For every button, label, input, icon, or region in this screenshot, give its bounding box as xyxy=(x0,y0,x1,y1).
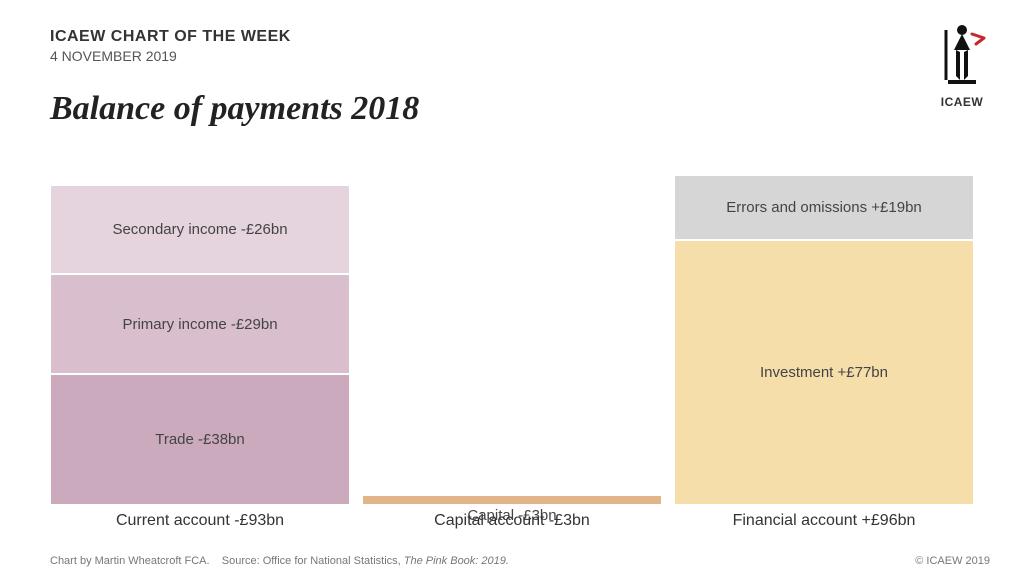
icaew-logo-icon xyxy=(934,22,990,88)
chart-segment: Primary income -£29bn xyxy=(50,274,350,374)
logo: ICAEW xyxy=(934,22,990,109)
column-label: Current account -£93bn xyxy=(50,512,350,530)
logo-label: ICAEW xyxy=(934,95,990,109)
column-label: Capital account -£3bn xyxy=(362,512,662,530)
footer: Chart by Martin Wheatcroft FCA. Source: … xyxy=(50,555,990,567)
kicker: ICAEW CHART OF THE WEEK xyxy=(50,28,291,46)
chart-segment xyxy=(362,495,662,505)
chart-segment: Secondary income -£26bn xyxy=(50,185,350,274)
chart-column: Secondary income -£26bnPrimary income -£… xyxy=(50,175,350,505)
chart-area: Secondary income -£26bnPrimary income -£… xyxy=(50,175,974,505)
footer-source: Chart by Martin Wheatcroft FCA. Source: … xyxy=(50,555,509,567)
page: ICAEW CHART OF THE WEEK 4 NOVEMBER 2019 … xyxy=(0,0,1024,585)
column-labels-row: Current account -£93bn Capital account -£… xyxy=(50,512,974,530)
page-title: Balance of payments 2018 xyxy=(50,90,419,128)
chart-column: Errors and omissions +£19bnInvestment +£… xyxy=(674,175,974,505)
chart-segment: Errors and omissions +£19bn xyxy=(674,175,974,240)
chart-column: Capital -£3bn xyxy=(362,175,662,505)
column-label: Financial account +£96bn xyxy=(674,512,974,530)
chart-segment: Investment +£77bn xyxy=(674,240,974,505)
header-date: 4 NOVEMBER 2019 xyxy=(50,48,291,64)
footer-source-italic: The Pink Book: 2019. xyxy=(404,555,509,567)
footer-copyright: © ICAEW 2019 xyxy=(915,555,990,567)
header: ICAEW CHART OF THE WEEK 4 NOVEMBER 2019 xyxy=(50,28,291,64)
footer-source-prefix: Source: Office for National Statistics, xyxy=(222,555,404,567)
footer-credit: Chart by Martin Wheatcroft FCA. xyxy=(50,555,210,567)
chart-segment: Trade -£38bn xyxy=(50,374,350,505)
